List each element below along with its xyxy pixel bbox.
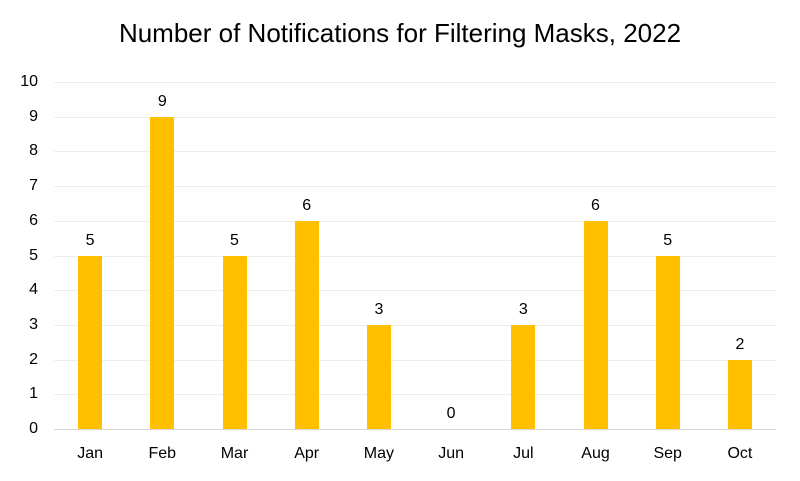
y-tick-label: 6 (29, 211, 38, 229)
y-tick-label: 8 (29, 142, 38, 160)
x-tick-label: Jul (513, 445, 534, 462)
bar (150, 116, 175, 429)
bar-value-label: 2 (735, 335, 745, 353)
gridline (54, 394, 776, 396)
y-tick-label: 7 (29, 177, 38, 195)
gridline (54, 255, 776, 257)
bar-value-label: 3 (518, 300, 528, 318)
x-tick-label: Aug (581, 445, 610, 462)
y-axis: 0 1 2 3 4 5 6 7 8 9 10 (0, 0, 40, 481)
gridline (54, 220, 776, 222)
bar-value-label: 5 (85, 231, 95, 249)
x-tick-label: Oct (727, 445, 753, 462)
x-tick-label: Apr (294, 445, 320, 462)
x-tick-label: Mar (220, 445, 249, 462)
bar (655, 255, 680, 429)
gridline (54, 324, 776, 326)
y-tick-label: 5 (29, 246, 38, 264)
y-tick-label: 2 (29, 350, 38, 368)
x-tick-label: Feb (148, 445, 177, 462)
bar-value-label: 6 (302, 196, 312, 214)
bar-value-label: 0 (446, 405, 456, 422)
y-tick-label: 9 (29, 107, 38, 125)
x-axis: Jan Feb Mar Apr May Jun Jul Aug Sep Oct (0, 443, 800, 467)
bar (511, 324, 536, 429)
bar-value-label: 6 (591, 196, 600, 214)
bar (583, 220, 608, 429)
x-tick-label: May (363, 445, 394, 462)
bar-value-label: 9 (157, 92, 167, 110)
x-tick-label: Sep (653, 445, 682, 462)
gridline (54, 186, 776, 188)
bar-value-label: 5 (230, 231, 239, 249)
plot-area: 5 9 5 6 3 0 3 6 5 2 (54, 82, 776, 430)
bar (366, 324, 391, 429)
y-tick-label: 0 (29, 420, 38, 437)
x-tick-label: Jun (438, 445, 464, 462)
bar (727, 359, 752, 429)
bar (222, 255, 247, 429)
y-tick-label: 10 (20, 73, 38, 90)
chart-title: Number of Notifications for Filtering Ma… (118, 18, 682, 48)
y-tick-label: 4 (29, 281, 38, 299)
gridline (54, 116, 776, 118)
bar-value-label: 5 (663, 231, 673, 249)
gridline (54, 151, 776, 153)
y-tick-label: 3 (29, 315, 38, 333)
x-tick-label: Jan (77, 445, 103, 462)
bar (294, 220, 319, 429)
bar-value-label: 3 (374, 300, 384, 318)
gridline (54, 290, 776, 292)
gridline (54, 359, 776, 361)
gridline (54, 82, 776, 83)
y-tick-label: 1 (29, 385, 38, 403)
bar (78, 255, 103, 429)
